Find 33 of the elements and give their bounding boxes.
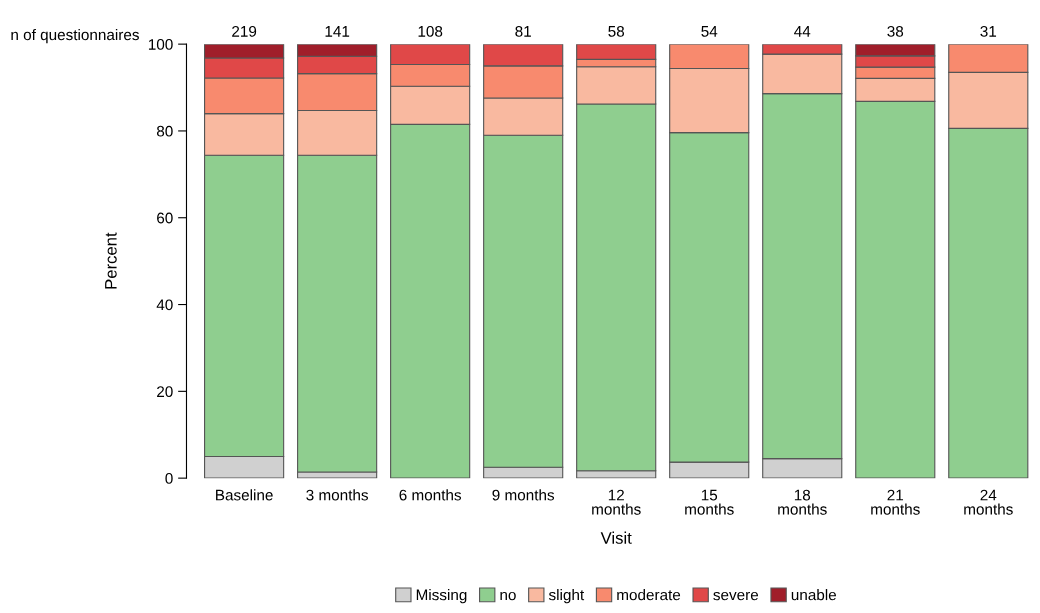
x-tick-label: Baseline: [216, 489, 273, 501]
legend-label: moderate: [617, 589, 681, 601]
y-tick-label: 0: [165, 473, 173, 484]
x-tick-label: 12 months: [592, 489, 641, 515]
legend-label: Missing: [416, 589, 467, 604]
text: 38: [887, 25, 904, 37]
x-tick-label: 9 months: [492, 489, 555, 501]
y-axis-title: Percent: [105, 232, 117, 289]
text: 31: [980, 25, 997, 37]
legend-label: unable: [791, 589, 837, 601]
y-tick-label: 20: [157, 386, 173, 398]
x-tick-label: 24 months: [964, 489, 1013, 515]
text: 44: [794, 26, 811, 37]
x-tick-label: 21 months: [871, 489, 920, 515]
legend-label: severe: [713, 591, 759, 601]
x-tick-label: 3 months: [306, 489, 369, 501]
y-tick-label: 100: [148, 39, 173, 50]
text: 219: [232, 25, 257, 37]
x-tick-label: 6 months: [399, 489, 462, 501]
y-tick-label: 60: [157, 212, 173, 224]
text: 141: [325, 26, 350, 37]
text: 81: [515, 25, 531, 37]
y-tick-label: 80: [156, 125, 173, 137]
x-axis-title: Visit: [600, 531, 632, 544]
x-tick-label: 18 months: [778, 489, 827, 515]
text: 108: [418, 25, 443, 37]
x-tick-label: 15 months: [685, 489, 734, 515]
y-tick-label: 40: [156, 299, 173, 311]
text: 58: [608, 25, 625, 37]
text: n of questionnaires: [11, 28, 139, 44]
legend-label: no: [500, 591, 516, 601]
legend-label: slight: [548, 589, 585, 604]
text: 54: [701, 26, 718, 37]
